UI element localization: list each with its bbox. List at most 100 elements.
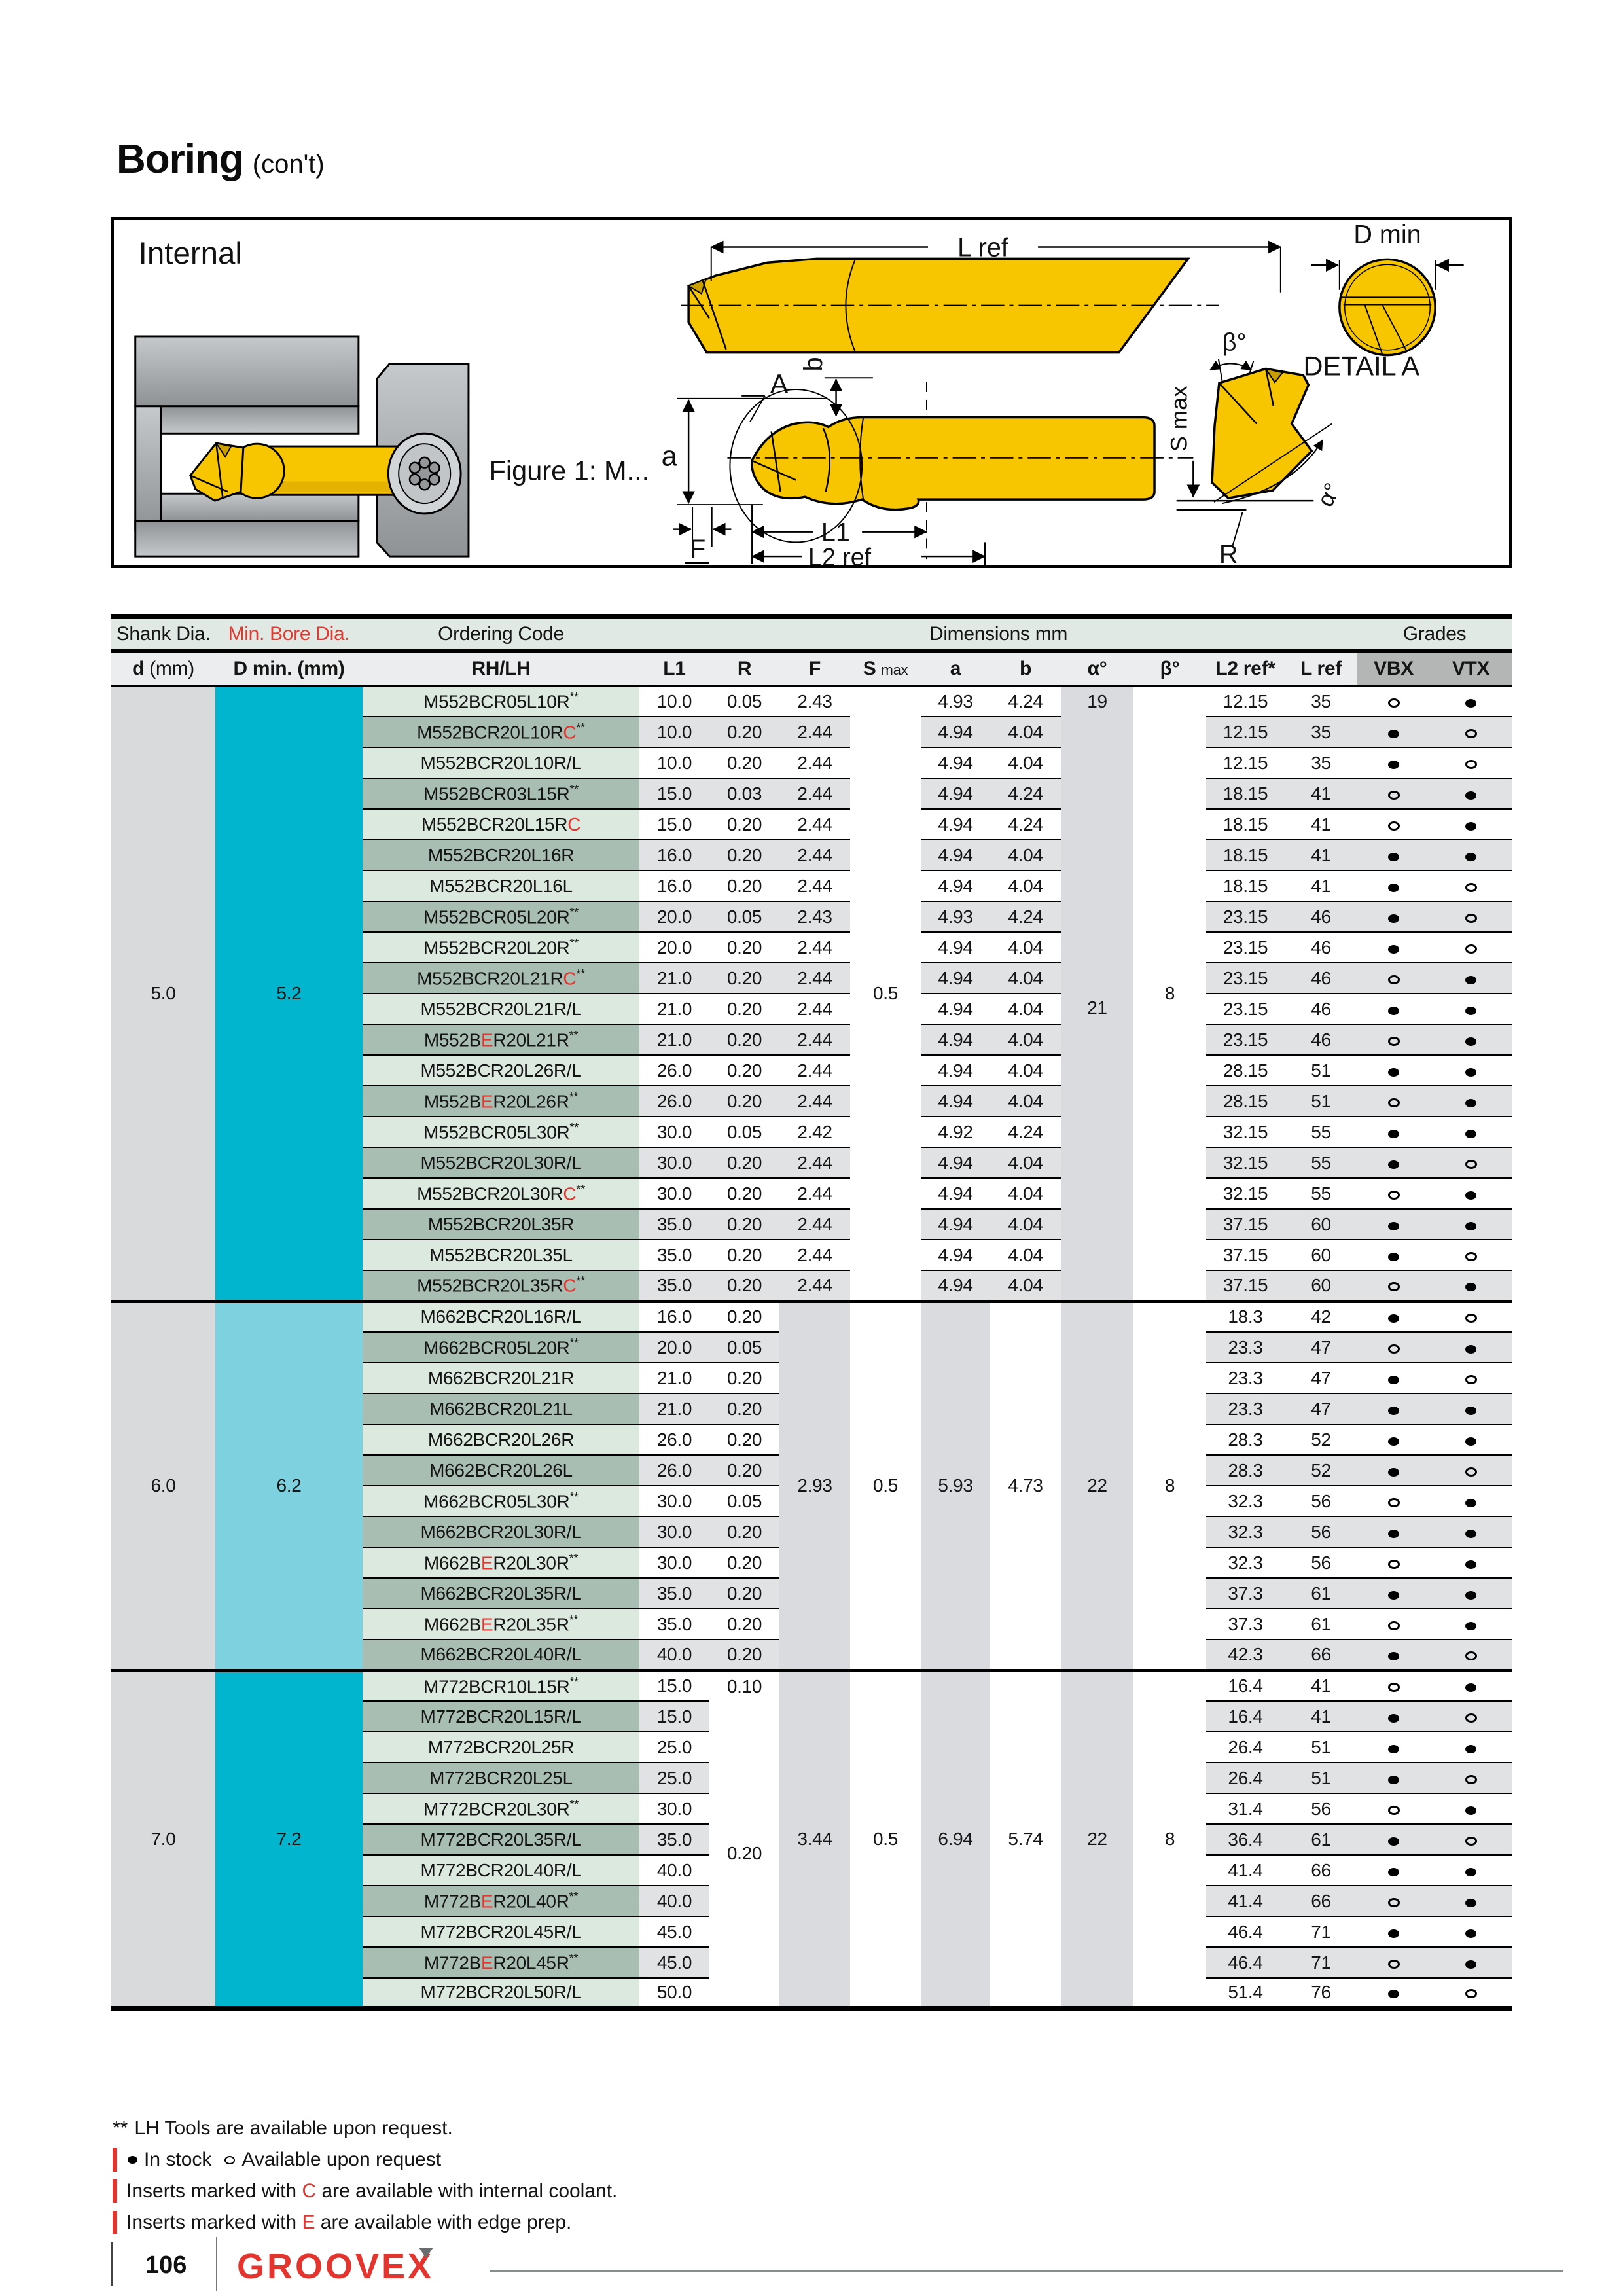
table-row: M772BER20L45R** 45.0 46.4 71 [111, 1947, 1512, 1979]
footnote-edge-pre: Inserts marked with [126, 2212, 297, 2233]
on-request-dot [1465, 944, 1477, 954]
shank-dia-cell: 6.0 [111, 1301, 215, 1672]
table-row: M662BCR20L21L 21.0 0.20 23.3 47 [111, 1393, 1512, 1425]
header-dmin-unit: (mm) [292, 657, 345, 679]
table-row: M662BCR20L30R/L 30.0 0.20 32.3 56 [111, 1516, 1512, 1548]
in-stock-dot [1388, 1467, 1400, 1477]
header-l-ref: L ref [1285, 651, 1358, 687]
on-request-dot [1387, 790, 1400, 800]
a-cell: 4.94 [921, 747, 990, 779]
grade-vtx-cell [1430, 1024, 1512, 1056]
lref-cell: 61 [1285, 1824, 1358, 1856]
merged-f-cell: 3.44 [779, 1670, 850, 2011]
in-stock-dot [1388, 1160, 1400, 1169]
footnotes: ** LH Tools are available upon request. … [113, 2113, 617, 2238]
lref-cell: 35 [1285, 747, 1358, 779]
l2-cell: 12.15 [1206, 747, 1285, 779]
grade-vbx-cell [1357, 1516, 1431, 1548]
in-stock-dot [1465, 1744, 1477, 1753]
header-f: F [779, 651, 850, 687]
lref-cell: 51 [1285, 1086, 1358, 1117]
page-title-main: Boring [116, 137, 244, 182]
lref-cell: 52 [1285, 1424, 1358, 1456]
legend-in-stock-text: In stock [144, 2149, 212, 2170]
ordering-code-cell: M772BCR20L30R** [363, 1793, 639, 1825]
ordering-code-cell: M552BCR20L10RC** [363, 717, 639, 748]
r-cell: 0.20 [709, 1301, 779, 1333]
f-cell: 2.44 [779, 747, 850, 779]
b-cell: 4.04 [990, 1086, 1061, 1117]
header-alpha: α° [1061, 651, 1133, 687]
table-row: M772BER20L40R** 40.0 41.4 66 [111, 1886, 1512, 1917]
l2-cell: 23.3 [1206, 1393, 1285, 1425]
in-stock-dot [1388, 1314, 1400, 1323]
in-stock-dot [1465, 1898, 1477, 1907]
end-view-drawing [1311, 258, 1464, 357]
l1-cell: 35.0 [639, 1609, 709, 1640]
table-row: M552BCR20L26R/L 26.0 0.20 2.44 4.94 4.04 28.15… [111, 1055, 1512, 1086]
ordering-code-cell: M552BCR20L15RC [363, 809, 639, 840]
l1-cell: 30.0 [639, 1147, 709, 1179]
lref-cell: 41 [1285, 840, 1358, 871]
min-bore-dia-cell: 5.2 [215, 686, 363, 1303]
footer-divider [111, 2242, 113, 2286]
b-cell: 4.04 [990, 1178, 1061, 1210]
b-cell: 4.04 [990, 717, 1061, 748]
footnote-asterisks: ** [113, 2117, 128, 2139]
lref-cell: 46 [1285, 994, 1358, 1025]
r-cell: 0.20 [709, 1024, 779, 1056]
logo-triangle-icon [419, 2248, 433, 2258]
r-cell: 0.05 [709, 1332, 779, 1363]
grade-vbx-cell [1357, 932, 1431, 963]
in-stock-dot [1388, 852, 1400, 861]
grade-vtx-cell [1430, 747, 1512, 779]
f-cell: 2.44 [779, 1147, 850, 1179]
l1-cell: 15.0 [639, 809, 709, 840]
on-request-dot [1387, 1036, 1400, 1046]
grade-vbx-cell [1357, 1855, 1431, 1886]
r-cell: 0.20 [709, 1270, 779, 1303]
table-row: M552BCR20L30R/L 30.0 0.20 2.44 4.94 4.04 32.15… [111, 1147, 1512, 1179]
on-request-dot [1387, 1805, 1400, 1815]
lref-cell: 41 [1285, 809, 1358, 840]
on-request-dot [1387, 1282, 1400, 1291]
l2-cell: 37.3 [1206, 1609, 1285, 1640]
f-cell: 2.44 [779, 994, 850, 1025]
grade-vbx-cell [1357, 1178, 1431, 1210]
l1-cell: 10.0 [639, 717, 709, 748]
l1-cell: 16.0 [639, 1301, 709, 1333]
b-cell: 4.04 [990, 963, 1061, 994]
ordering-code-cell: M552BCR20L21RC** [363, 963, 639, 994]
ordering-code-cell: M772BCR20L25R [363, 1732, 639, 1763]
table-row: 5.0 5.2 M552BCR05L10R** 10.0 0.05 2.43 0.5 4.93… [111, 686, 1512, 1303]
r-cell: 0.20 [709, 1240, 779, 1271]
grade-vtx-cell [1430, 840, 1512, 871]
grade-vtx-cell [1430, 1547, 1512, 1579]
shank-group-6.0: 6.0 6.2 M662BCR20L16R/L 16.0 0.20 2.93 0.5 5.93… [111, 1301, 1512, 1672]
table-row: M662BCR20L26L 26.0 0.20 28.3 52 [111, 1455, 1512, 1486]
l2-cell: 32.3 [1206, 1486, 1285, 1517]
r-cell: 0.20 [709, 840, 779, 871]
grade-vbx-cell [1357, 1886, 1431, 1917]
lref-cell: 60 [1285, 1270, 1358, 1303]
l1-cell: 26.0 [639, 1424, 709, 1456]
on-request-dot [1387, 1344, 1400, 1354]
on-request-dot [1465, 1467, 1477, 1477]
grade-vbx-cell [1357, 1978, 1431, 2011]
l2-cell: 32.15 [1206, 1117, 1285, 1148]
shank-dia-cell: 5.0 [111, 686, 215, 1303]
r-cell: 0.20 [709, 809, 779, 840]
grade-vtx-cell [1430, 1793, 1512, 1825]
l2-cell: 18.15 [1206, 809, 1285, 840]
ordering-code-cell: M552BCR20L30RC** [363, 1178, 639, 1210]
grade-vbx-cell [1357, 1240, 1431, 1271]
boring-tool-illustration [189, 442, 405, 502]
b-cell: 4.04 [990, 1240, 1061, 1271]
table-row: M552BER20L21R** 21.0 0.20 2.44 4.94 4.04 23.15… [111, 1024, 1512, 1056]
r-cell: 0.20 [709, 932, 779, 963]
l2-cell: 23.15 [1206, 932, 1285, 963]
figure-box: Internal Figure 1: M... L ref [111, 217, 1512, 568]
lref-cell: 47 [1285, 1332, 1358, 1363]
lref-cell: 56 [1285, 1486, 1358, 1517]
grade-vbx-cell [1357, 994, 1431, 1025]
